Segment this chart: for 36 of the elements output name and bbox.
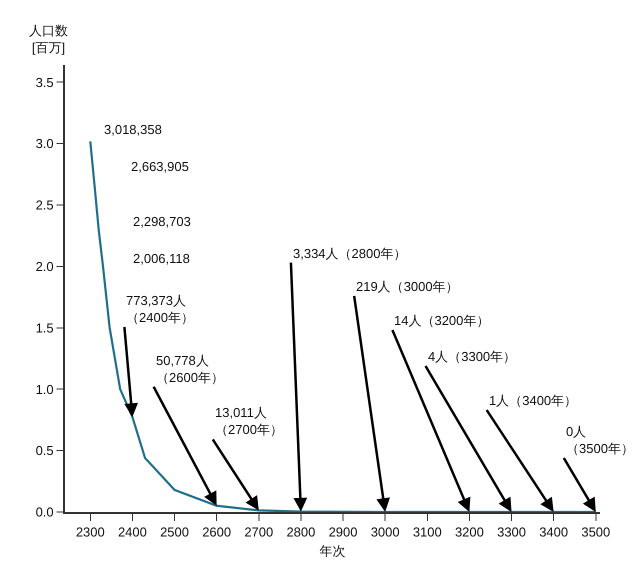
annotation: 50,778人（2600年） bbox=[156, 353, 224, 385]
x-tick-label: 3200 bbox=[454, 524, 484, 540]
x-tick-label: 3400 bbox=[539, 524, 568, 540]
y-axis-title: 人口数 [百万] bbox=[29, 23, 68, 55]
y-tick-label: 0.0 bbox=[36, 504, 54, 520]
x-tick-label: 3100 bbox=[412, 524, 442, 540]
annotation: 4人（3300年） bbox=[428, 349, 516, 364]
y-tick-label: 1.5 bbox=[36, 320, 54, 336]
annotation: 773,373人（2400年） bbox=[126, 293, 194, 325]
x-tick-label: 3500 bbox=[581, 524, 610, 540]
annotation: 13,011人（2700年） bbox=[215, 405, 283, 437]
x-tick-label: 2700 bbox=[244, 524, 274, 540]
x-tick-label: 2500 bbox=[160, 524, 189, 540]
y-tick-label: 0.5 bbox=[36, 443, 54, 458]
x-tick-label: 2900 bbox=[328, 524, 358, 540]
annotation: 3,334人（2800年） bbox=[293, 246, 406, 261]
annotation: 2,663,905 bbox=[131, 159, 189, 174]
x-tick-label: 2400 bbox=[118, 524, 147, 540]
annotation: 2,298,703 bbox=[133, 214, 191, 229]
annotation: 3,018,358 bbox=[104, 122, 162, 137]
y-tick-label: 2.5 bbox=[36, 198, 54, 213]
annotation: 1人（3400年） bbox=[489, 393, 578, 408]
y-tick-label: 3.0 bbox=[36, 136, 54, 152]
x-tick-label: 2800 bbox=[286, 524, 316, 540]
x-tick-label: 2300 bbox=[76, 524, 105, 540]
y-tick-label: 3.5 bbox=[36, 74, 54, 90]
annotation: 0人（3500年） bbox=[566, 424, 634, 456]
x-tick-label: 3300 bbox=[497, 524, 526, 540]
annotation: 219人（3000年） bbox=[356, 279, 459, 294]
y-tick-label: 2.0 bbox=[36, 258, 54, 274]
x-tick-label: 2600 bbox=[202, 524, 232, 540]
annotation: 2,006,118 bbox=[133, 251, 190, 266]
x-tick-label: 3000 bbox=[370, 524, 400, 540]
y-tick-label: 1.0 bbox=[36, 382, 54, 397]
annotation: 14人（3200年） bbox=[394, 313, 490, 328]
x-axis-title: 年次 bbox=[320, 543, 346, 558]
